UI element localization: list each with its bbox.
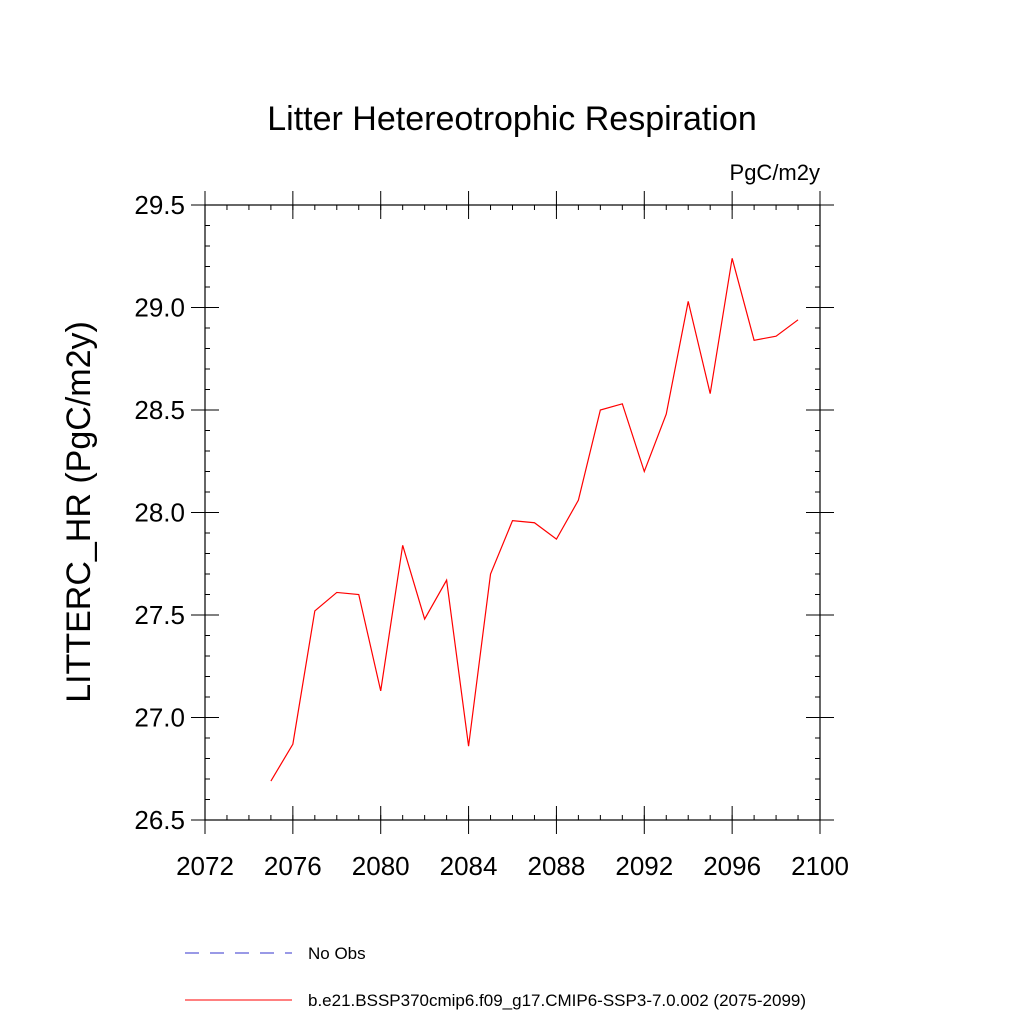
legend-label: No Obs [308,944,366,963]
plot-frame [204,204,821,821]
data-point [599,409,602,412]
data-point [401,544,404,547]
y-tick-label: 29.5 [134,190,185,220]
data-point [357,593,360,596]
data-point [533,521,536,524]
x-tick-label: 2080 [352,851,410,881]
x-tick-label: 2092 [615,851,673,881]
data-point [313,609,316,612]
data-point [467,745,470,748]
data-point [269,780,272,783]
data-point [643,470,646,473]
x-tick-label: 2100 [791,851,849,881]
data-point [291,743,294,746]
legend: No Obs b.e21.BSSP370cmip6.f09_g17.CMIP6-S… [185,944,806,1010]
data-point [753,339,756,342]
data-point [379,689,382,692]
x-tick-label: 2088 [528,851,586,881]
data-point [577,499,580,502]
y-tick-label: 27.0 [134,703,185,733]
data-point [665,413,668,416]
series-group [269,257,800,783]
data-point [687,300,690,303]
data-point [709,392,712,395]
data-point [445,579,448,582]
x-tick-label: 2084 [440,851,498,881]
data-point [423,618,426,621]
chart-title: Litter Hetereotrophic Respiration [267,100,756,138]
y-tick-label: 28.5 [134,395,185,425]
plot-border [204,204,821,821]
data-point [489,573,492,576]
legend-label: b.e21.BSSP370cmip6.f09_g17.CMIP6-SSP3-7.… [308,991,806,1010]
x-tick-label: 2072 [176,851,234,881]
y-tick-label: 27.5 [134,600,185,630]
data-point [775,335,778,338]
y-axis-label: LITTERC_HR (PgC/m2y) [60,321,98,703]
x-tick-label: 2096 [703,851,761,881]
data-point [797,318,800,321]
data-point [731,257,734,260]
x-tick-label: 2076 [264,851,322,881]
series-line [270,258,799,782]
axis-ticks: 2072 2076 2080 2084 2088 2092 2096 2100 26.5 27.0… [134,190,849,881]
y-tick-label: 28.0 [134,498,185,528]
y-tick-label: 26.5 [134,805,185,835]
data-point [555,538,558,541]
units-label: PgC/m2y [730,160,820,185]
data-point [621,402,624,405]
data-point [511,519,514,522]
data-point [335,591,338,594]
y-tick-label: 29.0 [134,293,185,323]
